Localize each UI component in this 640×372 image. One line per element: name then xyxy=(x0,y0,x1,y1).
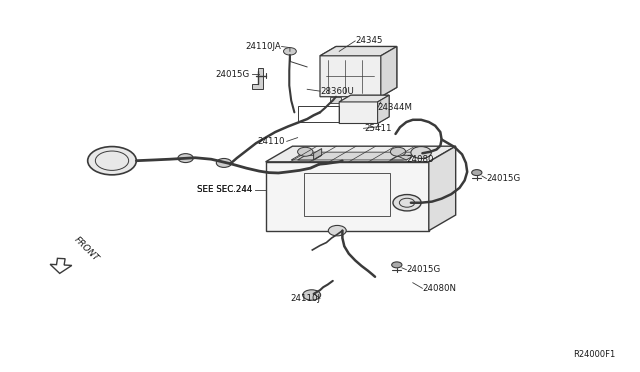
Polygon shape xyxy=(252,68,263,89)
Polygon shape xyxy=(365,97,377,103)
Circle shape xyxy=(390,147,406,156)
Text: 24110J: 24110J xyxy=(290,294,320,303)
Circle shape xyxy=(303,290,321,300)
Circle shape xyxy=(178,154,193,163)
Polygon shape xyxy=(291,152,417,160)
Text: R24000F1: R24000F1 xyxy=(573,350,615,359)
Text: SEE SEC.244: SEE SEC.244 xyxy=(197,185,253,194)
Text: 24110JA: 24110JA xyxy=(246,42,282,51)
Polygon shape xyxy=(320,46,397,97)
Polygon shape xyxy=(298,155,322,160)
Polygon shape xyxy=(339,95,389,124)
Text: 24110: 24110 xyxy=(257,137,285,146)
Polygon shape xyxy=(429,146,456,231)
Circle shape xyxy=(298,147,313,156)
Circle shape xyxy=(393,195,421,211)
Polygon shape xyxy=(266,146,456,162)
Circle shape xyxy=(411,147,431,158)
Polygon shape xyxy=(378,95,389,124)
Text: 24015G: 24015G xyxy=(486,174,521,183)
Polygon shape xyxy=(50,258,72,273)
Polygon shape xyxy=(266,162,429,231)
Polygon shape xyxy=(320,46,397,56)
Text: 24015G: 24015G xyxy=(406,265,441,274)
Text: 28360U: 28360U xyxy=(320,87,354,96)
Text: 24345: 24345 xyxy=(355,36,383,45)
Polygon shape xyxy=(390,155,415,160)
Circle shape xyxy=(284,48,296,55)
Polygon shape xyxy=(348,97,359,103)
Text: 25411: 25411 xyxy=(365,124,392,133)
Text: 24344M: 24344M xyxy=(378,103,413,112)
Text: SEE SEC.244: SEE SEC.244 xyxy=(197,185,253,194)
Circle shape xyxy=(472,170,482,176)
Circle shape xyxy=(216,158,232,167)
Circle shape xyxy=(88,147,136,175)
Polygon shape xyxy=(339,95,389,102)
Polygon shape xyxy=(330,97,341,103)
Text: 24080N: 24080N xyxy=(422,284,456,293)
Text: 24015G: 24015G xyxy=(215,70,250,79)
Circle shape xyxy=(328,225,346,236)
Text: 24080: 24080 xyxy=(406,155,434,164)
Polygon shape xyxy=(314,148,322,160)
Circle shape xyxy=(392,262,402,268)
Text: FRONT: FRONT xyxy=(72,235,100,263)
Polygon shape xyxy=(381,46,397,97)
